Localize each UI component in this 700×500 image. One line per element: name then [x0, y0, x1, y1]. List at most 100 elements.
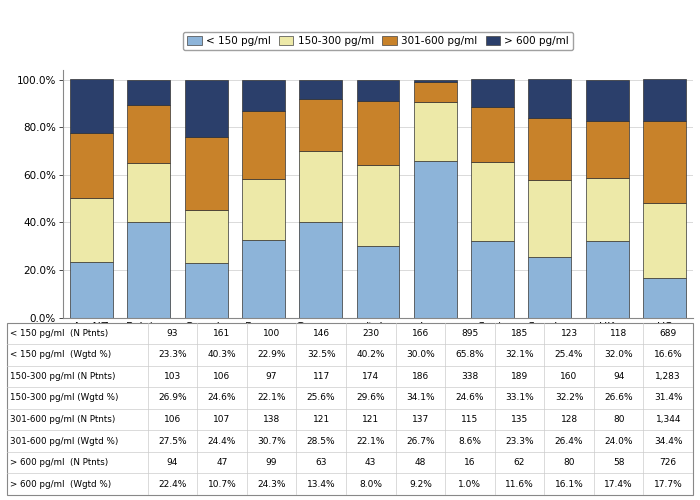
- Bar: [300, 152, 342, 222]
- Text: 8.0%: 8.0%: [359, 480, 382, 488]
- Bar: [414, 102, 456, 161]
- Text: 30.0%: 30.0%: [406, 350, 435, 360]
- Text: 26.9%: 26.9%: [158, 394, 187, 402]
- Text: 146: 146: [313, 329, 330, 338]
- Text: 28.5%: 28.5%: [307, 436, 335, 446]
- Text: 40.2%: 40.2%: [356, 350, 385, 360]
- Text: 123: 123: [561, 329, 578, 338]
- Text: 8.6%: 8.6%: [458, 436, 482, 446]
- Text: 1,283: 1,283: [655, 372, 681, 381]
- Text: 166: 166: [412, 329, 429, 338]
- Text: 160: 160: [561, 372, 578, 381]
- Text: 106: 106: [164, 415, 181, 424]
- Bar: [242, 112, 285, 179]
- Bar: [70, 262, 113, 318]
- Text: 24.0%: 24.0%: [604, 436, 633, 446]
- Bar: [643, 80, 686, 122]
- Text: 26.7%: 26.7%: [406, 436, 435, 446]
- Text: 117: 117: [312, 372, 330, 381]
- Bar: [127, 163, 170, 222]
- Bar: [185, 263, 228, 318]
- Text: 22.1%: 22.1%: [356, 436, 385, 446]
- Bar: [643, 278, 686, 318]
- Text: 24.4%: 24.4%: [208, 436, 236, 446]
- Text: < 150 pg/ml  (N Ptnts): < 150 pg/ml (N Ptnts): [10, 329, 108, 338]
- Text: 128: 128: [561, 415, 578, 424]
- Bar: [356, 165, 400, 246]
- Text: 34.4%: 34.4%: [654, 436, 682, 446]
- Bar: [242, 179, 285, 240]
- Text: 121: 121: [362, 415, 379, 424]
- Text: 689: 689: [659, 329, 677, 338]
- Bar: [586, 242, 629, 318]
- Text: 25.6%: 25.6%: [307, 394, 335, 402]
- Text: 27.5%: 27.5%: [158, 436, 187, 446]
- Bar: [70, 132, 113, 198]
- Bar: [643, 204, 686, 278]
- Text: 230: 230: [362, 329, 379, 338]
- Text: 22.9%: 22.9%: [258, 350, 286, 360]
- Text: 1.0%: 1.0%: [458, 480, 482, 488]
- Text: 115: 115: [461, 415, 479, 424]
- Text: 16.1%: 16.1%: [554, 480, 583, 488]
- Bar: [300, 222, 342, 318]
- Bar: [242, 240, 285, 318]
- Text: 32.5%: 32.5%: [307, 350, 335, 360]
- Text: 94: 94: [613, 372, 624, 381]
- Text: 726: 726: [659, 458, 677, 467]
- Text: 106: 106: [214, 372, 230, 381]
- Bar: [356, 102, 400, 165]
- Bar: [528, 118, 571, 180]
- Text: 138: 138: [263, 415, 280, 424]
- Bar: [471, 80, 514, 107]
- Text: 43: 43: [365, 458, 377, 467]
- Text: 1,344: 1,344: [655, 415, 681, 424]
- Text: 31.4%: 31.4%: [654, 394, 682, 402]
- Bar: [185, 138, 228, 210]
- Text: 40.3%: 40.3%: [208, 350, 237, 360]
- Text: 48: 48: [414, 458, 426, 467]
- Bar: [356, 80, 400, 102]
- Text: 47: 47: [216, 458, 228, 467]
- Text: 32.2%: 32.2%: [555, 394, 583, 402]
- Text: 17.7%: 17.7%: [654, 480, 682, 488]
- Bar: [414, 161, 456, 318]
- Text: 150-300 pg/ml (N Ptnts): 150-300 pg/ml (N Ptnts): [10, 372, 116, 381]
- Bar: [242, 80, 285, 112]
- Text: 26.6%: 26.6%: [604, 394, 633, 402]
- Bar: [471, 107, 514, 162]
- Text: 99: 99: [266, 458, 277, 467]
- Bar: [414, 80, 456, 82]
- Text: 34.1%: 34.1%: [406, 394, 435, 402]
- Text: 174: 174: [362, 372, 379, 381]
- Text: 301-600 pg/ml (N Ptnts): 301-600 pg/ml (N Ptnts): [10, 415, 115, 424]
- Text: 16: 16: [464, 458, 475, 467]
- Bar: [185, 80, 228, 138]
- Text: 13.4%: 13.4%: [307, 480, 335, 488]
- Text: 22.1%: 22.1%: [258, 394, 286, 402]
- Text: 107: 107: [214, 415, 230, 424]
- Text: 16.6%: 16.6%: [654, 350, 682, 360]
- Bar: [528, 257, 571, 318]
- Bar: [70, 80, 113, 132]
- Text: 80: 80: [613, 415, 624, 424]
- Text: 100: 100: [263, 329, 280, 338]
- Text: < 150 pg/ml  (Wgtd %): < 150 pg/ml (Wgtd %): [10, 350, 111, 360]
- Text: > 600 pg/ml  (N Ptnts): > 600 pg/ml (N Ptnts): [10, 458, 108, 467]
- Bar: [528, 80, 571, 118]
- Bar: [471, 162, 514, 241]
- Text: 150-300 pg/ml (Wgtd %): 150-300 pg/ml (Wgtd %): [10, 394, 118, 402]
- Text: 29.6%: 29.6%: [356, 394, 385, 402]
- Text: 301-600 pg/ml (Wgtd %): 301-600 pg/ml (Wgtd %): [10, 436, 118, 446]
- Bar: [414, 82, 456, 102]
- Bar: [528, 180, 571, 257]
- Text: 23.3%: 23.3%: [158, 350, 187, 360]
- Bar: [185, 210, 228, 263]
- Text: 63: 63: [316, 458, 327, 467]
- Text: 32.0%: 32.0%: [604, 350, 633, 360]
- Text: 24.6%: 24.6%: [456, 394, 484, 402]
- Text: 186: 186: [412, 372, 429, 381]
- Text: 189: 189: [511, 372, 528, 381]
- Text: 22.4%: 22.4%: [158, 480, 187, 488]
- Text: 62: 62: [514, 458, 525, 467]
